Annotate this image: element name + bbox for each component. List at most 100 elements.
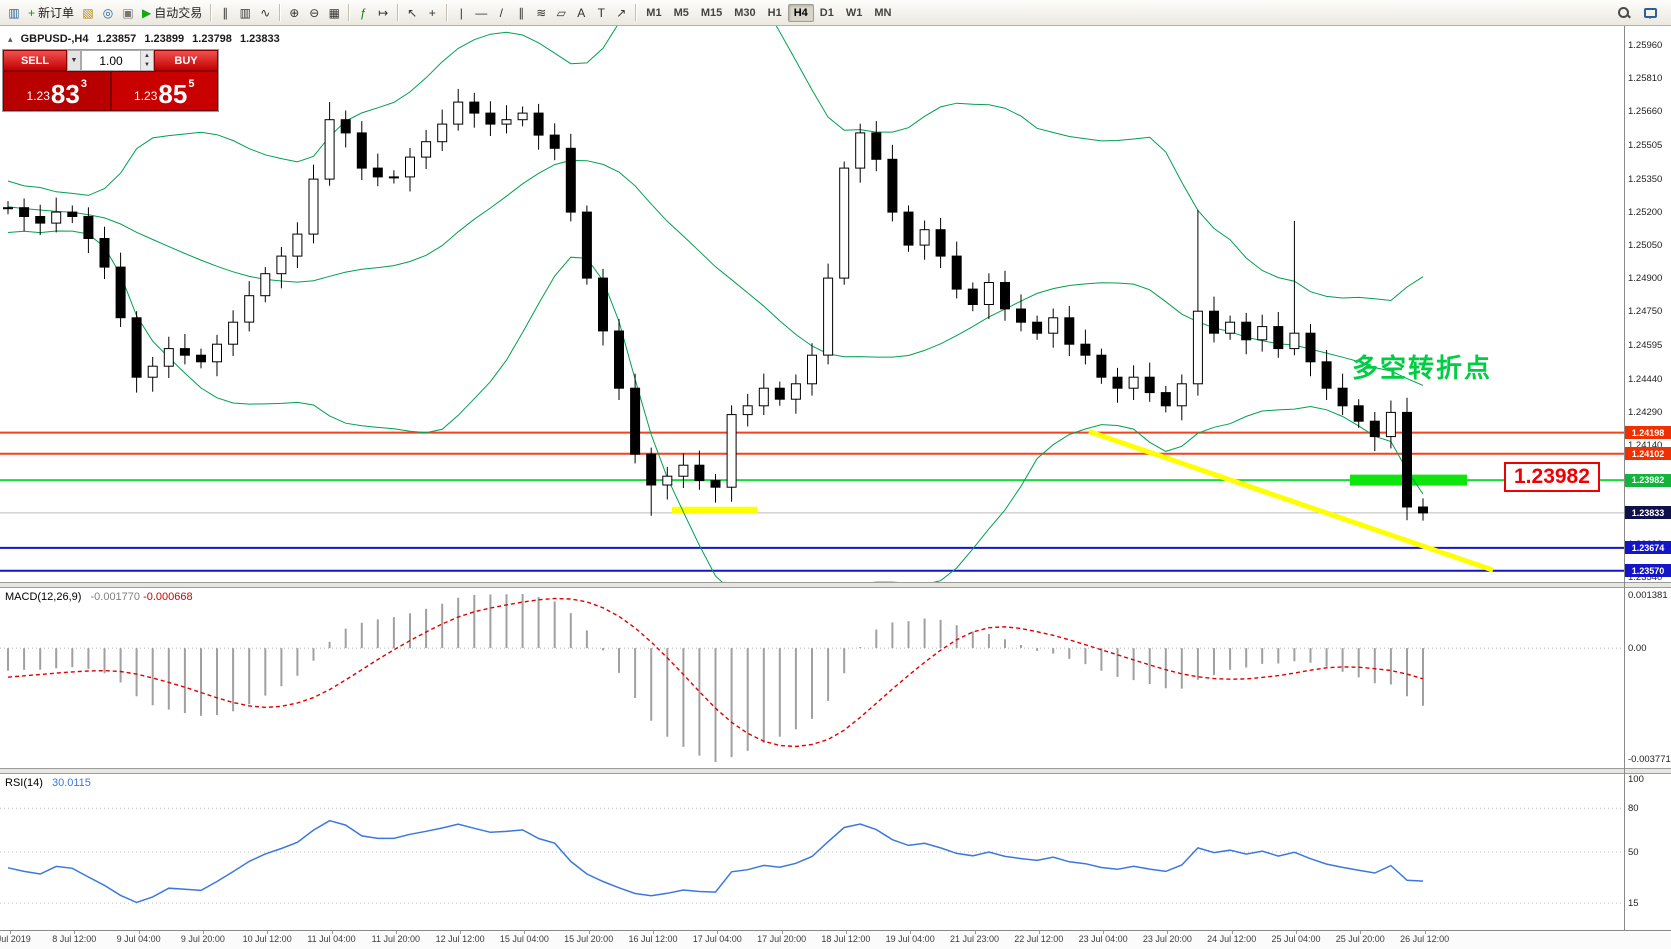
macd-histogram bbox=[7, 594, 1424, 762]
new-order-icon: + bbox=[28, 5, 36, 20]
toolbar-autotrading-button[interactable]: ▶ 自动交易 bbox=[138, 3, 206, 23]
toolbar-tile-windows-button[interactable]: ▦ bbox=[324, 3, 344, 23]
symbol-marker-icon: ▴ bbox=[8, 34, 13, 44]
pane-separator[interactable] bbox=[0, 582, 1671, 588]
time-label: 9 Jul 04:00 bbox=[116, 934, 161, 944]
time-label: 24 Jul 12:00 bbox=[1207, 934, 1257, 944]
macd-canvas[interactable] bbox=[0, 588, 1671, 768]
time-label: 9 Jul 20:00 bbox=[180, 934, 225, 944]
timeframe-M5-button[interactable]: M5 bbox=[673, 6, 689, 19]
buy-price-sup: 5 bbox=[188, 78, 195, 90]
time-label: 21 Jul 23:00 bbox=[949, 934, 1000, 944]
timeframe-M1-button[interactable]: M1 bbox=[646, 6, 662, 19]
sell-price-display[interactable]: 1.23 83 3 bbox=[3, 71, 111, 111]
toolbar-channel-button[interactable]: ∥ bbox=[511, 3, 531, 23]
time-tick bbox=[974, 931, 976, 934]
chat-icon bbox=[1644, 7, 1657, 19]
volume-up-button[interactable]: ▲ bbox=[141, 51, 153, 61]
one-click-trading-widget: SELL ▼ ▲ ▼ BUY 1.23 83 3 1.23 85 5 bbox=[2, 49, 219, 112]
time-label: 11 Jul 20:00 bbox=[371, 934, 420, 944]
buy-price-display[interactable]: 1.23 85 5 bbox=[110, 71, 218, 111]
toolbar-arrows-button[interactable]: ↗ bbox=[611, 3, 631, 23]
sell-button[interactable]: SELL bbox=[3, 50, 67, 71]
chart-ohlc-info: ▴ GBPUSD-,H4 1.23857 1.23899 1.23798 1.2… bbox=[8, 33, 285, 45]
timeframe-D1-button[interactable]: D1 bbox=[819, 6, 834, 19]
toolbar-chart-bars-button[interactable]: ∥ bbox=[215, 3, 235, 23]
time-tick bbox=[10, 931, 11, 934]
volume-input[interactable] bbox=[82, 51, 140, 70]
shapes-icon: ▱ bbox=[556, 5, 566, 20]
time-tick bbox=[74, 931, 76, 934]
top-toolbar: ▥ + 新订单 ▧ ◎ ▣ ▶ 自动交易 ∥ ▥ ∿ ⊕ ⊖ ▦ ƒ ↦ ↖ + | — / ∥ ≋ ▱ A T ↗ M1 M5 M15… bbox=[0, 0, 1671, 26]
timeframe-M30-button[interactable]: M30 bbox=[734, 6, 756, 19]
toolbar-chart-line-button[interactable]: ∿ bbox=[255, 3, 275, 23]
time-tick bbox=[717, 931, 719, 934]
toolbar-text-button[interactable]: A bbox=[571, 3, 591, 23]
toolbar-separator bbox=[446, 4, 448, 21]
high-value: 1.23899 bbox=[144, 33, 185, 45]
rsi-line bbox=[7, 819, 1424, 904]
toolbar-new-order-button[interactable]: + 新订单 bbox=[24, 3, 78, 23]
search-icon bbox=[1617, 6, 1630, 19]
toolbar-crosshair-button[interactable]: + bbox=[422, 3, 442, 23]
symbol-period-label: GBPUSD-,H4 bbox=[20, 33, 89, 45]
toolbar-indicators-button[interactable]: ƒ bbox=[353, 3, 373, 23]
price-callout[interactable]: 1.23982 bbox=[1504, 462, 1600, 492]
timeframe-MN-button[interactable]: MN bbox=[874, 6, 892, 19]
toolbar-auto-scroll-button[interactable]: ↦ bbox=[373, 3, 393, 23]
time-tick bbox=[1103, 931, 1105, 934]
toolbar-navigator-button[interactable]: ▣ bbox=[118, 3, 138, 23]
toolbar-data-window-button[interactable]: ◎ bbox=[98, 3, 118, 23]
time-label: 25 Jul 04:00 bbox=[1271, 934, 1321, 944]
toolbar-chart-candles-button[interactable]: ▥ bbox=[235, 3, 255, 23]
toolbar-trendline-button[interactable]: / bbox=[491, 3, 511, 23]
toolbar-zoom-in-button[interactable]: ⊕ bbox=[284, 3, 304, 23]
bollinger-upper-band bbox=[7, 0, 1424, 302]
toolbar-profiles-button[interactable]: ▧ bbox=[78, 3, 98, 23]
time-tick bbox=[331, 931, 333, 934]
annotation-text[interactable]: 多空转折点 bbox=[1352, 353, 1493, 383]
main-chart-canvas[interactable] bbox=[0, 0, 1671, 611]
time-tick bbox=[845, 931, 847, 934]
toolbar-zoom-out-button[interactable]: ⊖ bbox=[304, 3, 324, 23]
search-button[interactable] bbox=[1613, 3, 1634, 23]
volume-down-button[interactable]: ▼ bbox=[141, 60, 153, 70]
chat-button[interactable] bbox=[1640, 3, 1661, 23]
toolbar-market-watch-button[interactable]: ▥ bbox=[4, 3, 24, 23]
zoom-in-icon: ⊕ bbox=[289, 5, 300, 20]
sell-price-big: 83 bbox=[50, 78, 80, 109]
yellow-trendline[interactable] bbox=[1088, 429, 1494, 573]
main-chart-pane[interactable] bbox=[0, 0, 1671, 611]
chart-candles-icon: ▥ bbox=[239, 5, 251, 20]
toolbar-horizontal-line-button[interactable]: — bbox=[471, 3, 491, 23]
macd-pane[interactable] bbox=[0, 588, 1671, 768]
indicators-icon: ƒ bbox=[359, 5, 367, 20]
timeframe-H1-button[interactable]: H1 bbox=[767, 6, 782, 19]
rsi-pane[interactable] bbox=[0, 774, 1671, 930]
rsi-canvas[interactable] bbox=[0, 774, 1671, 930]
zoom-out-icon: ⊖ bbox=[309, 5, 320, 20]
toolbar-cursor-button[interactable]: ↖ bbox=[402, 3, 422, 23]
timeframe-W1-button[interactable]: W1 bbox=[845, 6, 863, 19]
timeframe-M15-button[interactable]: M15 bbox=[700, 6, 723, 19]
time-axis[interactable]: 8 Jul 2019 8 Jul 12:00 9 Jul 04:00 9 Jul 20… bbox=[0, 931, 1671, 949]
pane-separator[interactable] bbox=[0, 768, 1671, 774]
rsi-label: RSI(14) 30.0115 bbox=[5, 777, 91, 789]
price-axis-border bbox=[1624, 26, 1625, 930]
timeframe-H4-button[interactable]: H4 bbox=[787, 3, 814, 22]
macd-signal-line bbox=[7, 597, 1424, 748]
time-label: 23 Jul 20:00 bbox=[1142, 934, 1192, 944]
toolbar-vertical-line-button[interactable]: | bbox=[451, 3, 471, 23]
toolbar-fibonacci-button[interactable]: ≋ bbox=[531, 3, 551, 23]
timeframe-group: M1 M5 M15 M30 H1 H4 D1 W1 MN bbox=[640, 3, 897, 22]
profiles-icon: ▧ bbox=[82, 5, 94, 20]
time-tick bbox=[395, 931, 397, 934]
low-value: 1.23798 bbox=[192, 33, 232, 45]
toolbar-separator bbox=[210, 4, 212, 21]
buy-button[interactable]: BUY bbox=[154, 50, 218, 71]
cursor-icon: ↖ bbox=[407, 5, 418, 20]
volume-stepper: ▲ ▼ bbox=[81, 50, 154, 71]
toolbar-text-label-button[interactable]: T bbox=[591, 3, 611, 23]
toolbar-shapes-button[interactable]: ▱ bbox=[551, 3, 571, 23]
order-options-dropdown[interactable]: ▼ bbox=[67, 50, 81, 71]
